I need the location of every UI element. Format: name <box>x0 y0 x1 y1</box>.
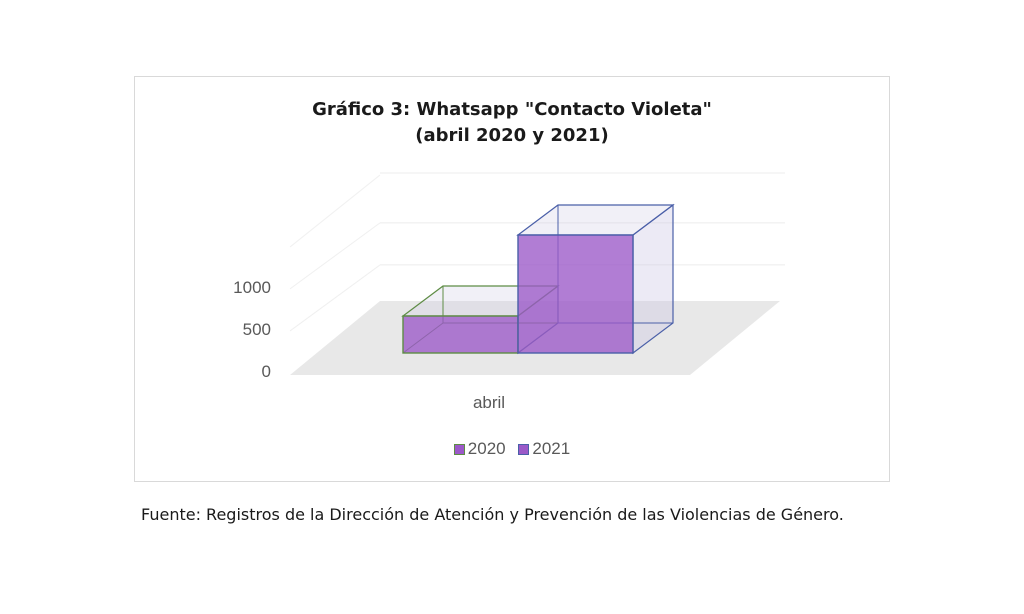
bar-front-face <box>402 315 519 354</box>
y-tick-label: 1000 <box>233 278 271 297</box>
gridline-depth <box>289 264 381 332</box>
gridline-depth <box>289 222 381 290</box>
source-note: Fuente: Registros de la Dirección de Ate… <box>141 505 844 524</box>
chart-plot: 0 500 1000 abril <box>233 172 785 412</box>
chart-title: Gráfico 3: Whatsapp "Contacto Violeta" (… <box>135 97 889 149</box>
y-tick-label: 0 <box>262 362 271 381</box>
legend-item-2021: 2021 <box>518 439 570 459</box>
legend-swatch-2020 <box>453 444 465 455</box>
chart-title-line2: (abril 2020 y 2021) <box>415 125 609 146</box>
bar-front-face <box>517 234 634 354</box>
gridline-depth <box>289 174 381 248</box>
legend-label-2020: 2020 <box>467 439 506 458</box>
chart-frame: Gráfico 3: Whatsapp "Contacto Violeta" (… <box>134 76 890 482</box>
legend-label-2021: 2021 <box>532 439 571 458</box>
legend-swatch-2021 <box>518 444 530 455</box>
y-tick-label: 500 <box>243 320 271 339</box>
legend-item-2020: 2020 <box>453 439 506 459</box>
chart-legend: 2020 2021 <box>135 439 889 459</box>
bar-2021 <box>516 203 675 355</box>
chart-title-line1: Gráfico 3: Whatsapp "Contacto Violeta" <box>312 99 712 120</box>
x-category-label: abril <box>473 393 505 412</box>
